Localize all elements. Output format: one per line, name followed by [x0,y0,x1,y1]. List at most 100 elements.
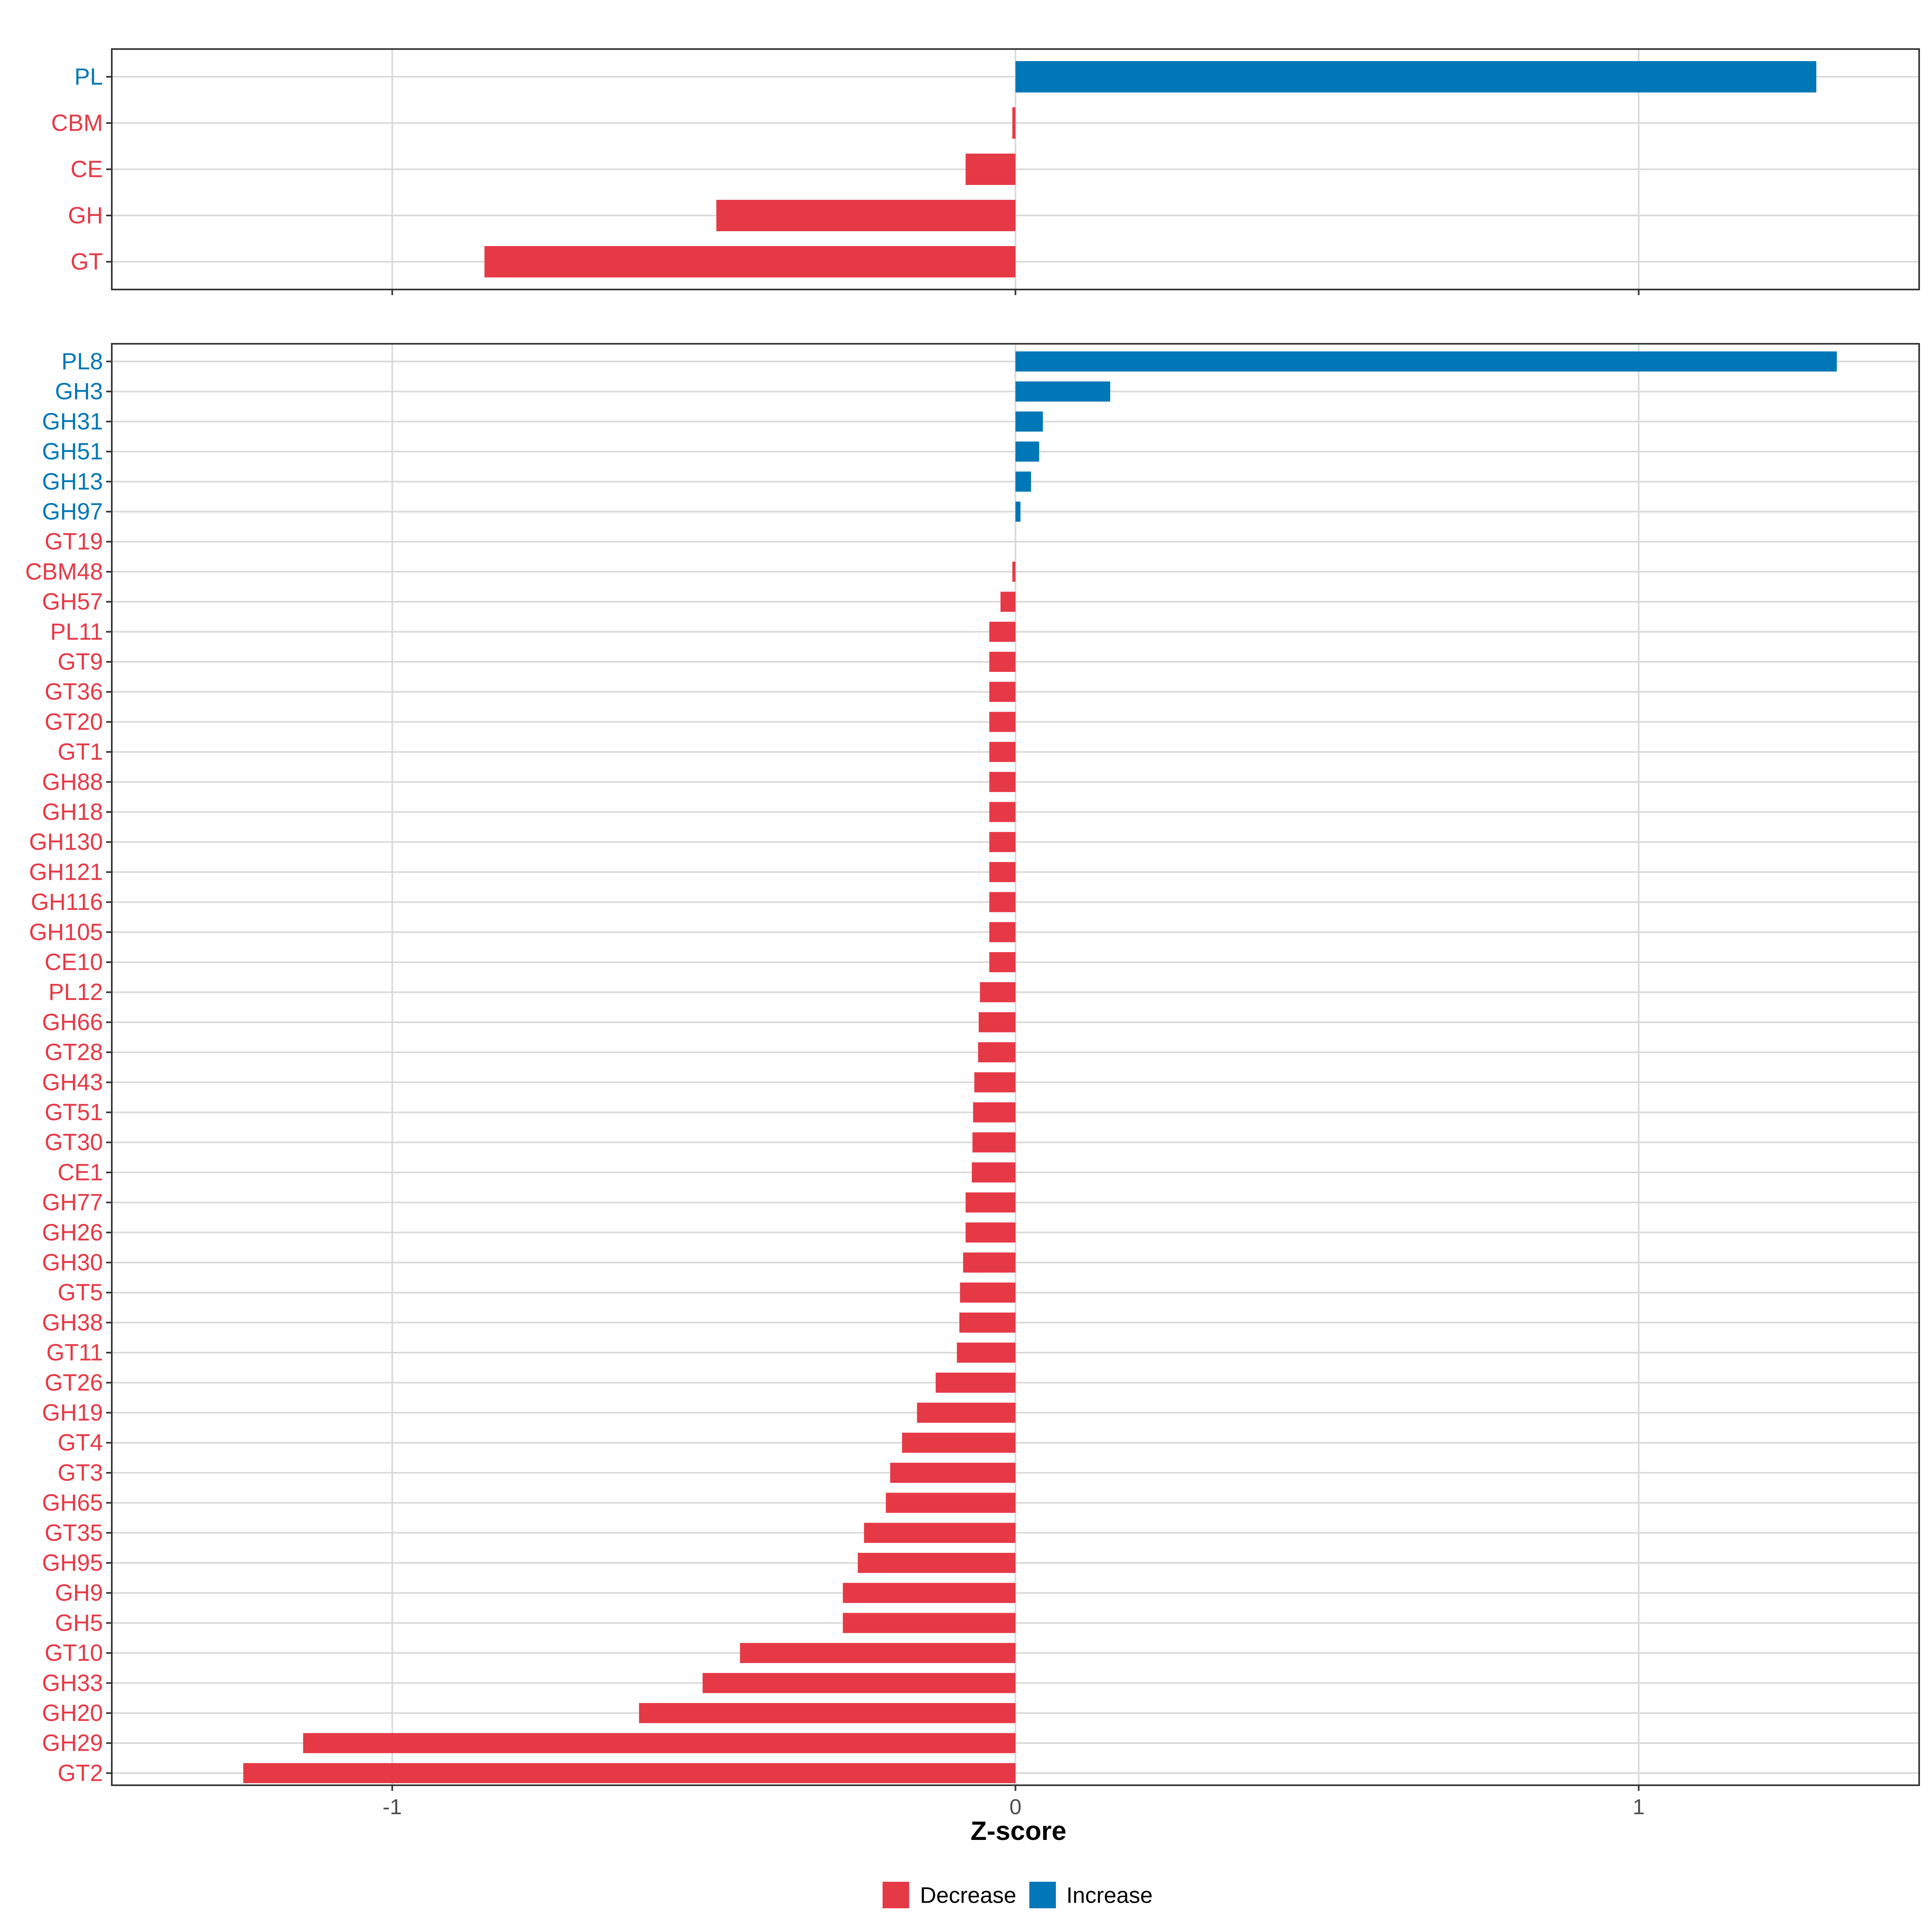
bar-gt26 [936,1372,1016,1393]
y-tick-label-gh95: GH95 [42,1550,103,1576]
y-tick-label-gt1: GT1 [57,739,103,765]
y-tick-label-gt2: GT2 [57,1760,103,1786]
y-tick-label-gt26: GT26 [45,1369,103,1396]
bar-gh121 [989,862,1016,882]
bar-pl [1015,61,1817,92]
y-tick-label-gt3: GT3 [57,1460,103,1486]
legend-label-increase: Increase [1066,1883,1153,1908]
bar-gh105 [989,922,1016,942]
bar-gh18 [989,802,1016,822]
bar-gt51 [973,1102,1016,1123]
panel-family: PL8GH3GH31GH51GH13GH97GT19CBM48GH57PL11G… [25,343,1920,1819]
bar-gt2 [243,1763,1016,1783]
y-tick-label-gh26: GH26 [42,1220,103,1246]
y-tick-label-pl11: PL11 [50,619,103,645]
bar-gt4 [902,1433,1016,1453]
bar-gh26 [965,1222,1016,1243]
bar-gt35 [864,1523,1016,1543]
bar-gh20 [639,1703,1016,1723]
bar-gh66 [979,1012,1016,1033]
y-tick-label-gt30: GT30 [45,1129,103,1156]
bar-gh51 [1015,441,1039,462]
bar-ce [965,154,1016,185]
y-tick-label-gh9: GH9 [55,1580,103,1606]
bar-gh38 [959,1312,1016,1333]
y-tick-label-gh20: GH20 [42,1700,103,1726]
y-tick-label-gh77: GH77 [42,1189,103,1215]
legend-swatch-increase [1029,1882,1056,1908]
bar-gt9 [989,652,1016,672]
bar-gt20 [989,712,1016,732]
bar-gt36 [989,682,1016,702]
bar-gh33 [702,1673,1016,1693]
bar-gh130 [989,832,1016,852]
y-tick-label-gt35: GT35 [45,1520,103,1546]
bar-pl11 [989,622,1016,642]
y-tick-label-gh13: GH13 [42,468,103,495]
y-tick-label-gh97: GH97 [42,499,103,525]
y-tick-label-gt11: GT11 [46,1340,103,1366]
bar-gt30 [972,1132,1016,1153]
y-tick-label-cbm48: CBM48 [25,558,103,585]
y-tick-label-gh5: GH5 [55,1610,103,1636]
y-tick-label-gh66: GH66 [42,1009,103,1035]
bar-gh5 [843,1613,1016,1633]
y-tick-label-gh65: GH65 [42,1490,103,1516]
y-tick-label-gh18: GH18 [42,799,103,825]
bar-gh95 [858,1553,1016,1573]
bar-pl12 [980,982,1016,1002]
bar-gt11 [957,1343,1016,1363]
y-tick-label-pl: PL [74,64,103,90]
y-tick-label-gt10: GT10 [45,1640,103,1666]
bar-gh116 [989,892,1016,912]
y-tick-label-gh116: GH116 [31,889,103,915]
panel-border [111,343,1920,1786]
x-tick-label: 0 [1009,1795,1021,1819]
y-tick-label-gt28: GT28 [45,1039,103,1066]
y-tick-label-gh51: GH51 [42,439,103,465]
bar-gt5 [960,1282,1016,1303]
bar-gt28 [978,1042,1016,1063]
y-tick-label-gh57: GH57 [42,589,103,615]
legend: Decrease Increase [883,1882,1153,1908]
bar-gh9 [843,1583,1016,1603]
bar-gh97 [1015,501,1020,522]
y-tick-label-gh43: GH43 [42,1069,103,1095]
bar-gh88 [989,772,1016,792]
x-tick-label: -1 [382,1795,402,1819]
bar-gh30 [963,1252,1016,1273]
y-tick-label-gh3: GH3 [55,378,103,404]
y-tick-label-gh105: GH105 [29,919,103,945]
y-tick-label-gh121: GH121 [29,859,103,885]
bar-gh19 [917,1402,1016,1423]
bar-gh29 [303,1733,1016,1753]
bar-gh [716,200,1016,231]
x-tick-label: 1 [1632,1795,1645,1819]
bar-gt [484,246,1016,277]
y-tick-label-gt19: GT19 [45,529,103,555]
bar-ce10 [989,952,1016,972]
y-tick-label-gt36: GT36 [45,679,103,705]
y-tick-label-gt51: GT51 [45,1099,103,1125]
bar-gh31 [1015,411,1043,432]
bar-cbm [1012,107,1016,139]
panel-border [111,48,1920,290]
bar-gt1 [989,742,1016,762]
y-tick-label-gh38: GH38 [42,1310,103,1336]
x-axis-title: Z-score [971,1816,1066,1846]
panel-class: PL CBM CE GH GT [51,48,1920,295]
y-tick-label-gt20: GT20 [45,709,103,735]
y-tick-label-gh: GH [68,203,103,229]
y-tick-label-pl12: PL12 [49,979,103,1005]
y-tick-label-gt: GT [70,249,103,275]
y-tick-label-gh31: GH31 [42,409,103,435]
y-tick-label-gh30: GH30 [42,1250,103,1276]
y-tick-label-pl8: PL8 [62,349,103,375]
bar-gh43 [974,1072,1016,1092]
y-tick-label-gt4: GT4 [57,1430,103,1456]
y-tick-label-gh33: GH33 [42,1670,103,1696]
y-tick-label-ce1: CE1 [57,1159,103,1185]
legend-swatch-decrease [883,1882,909,1908]
